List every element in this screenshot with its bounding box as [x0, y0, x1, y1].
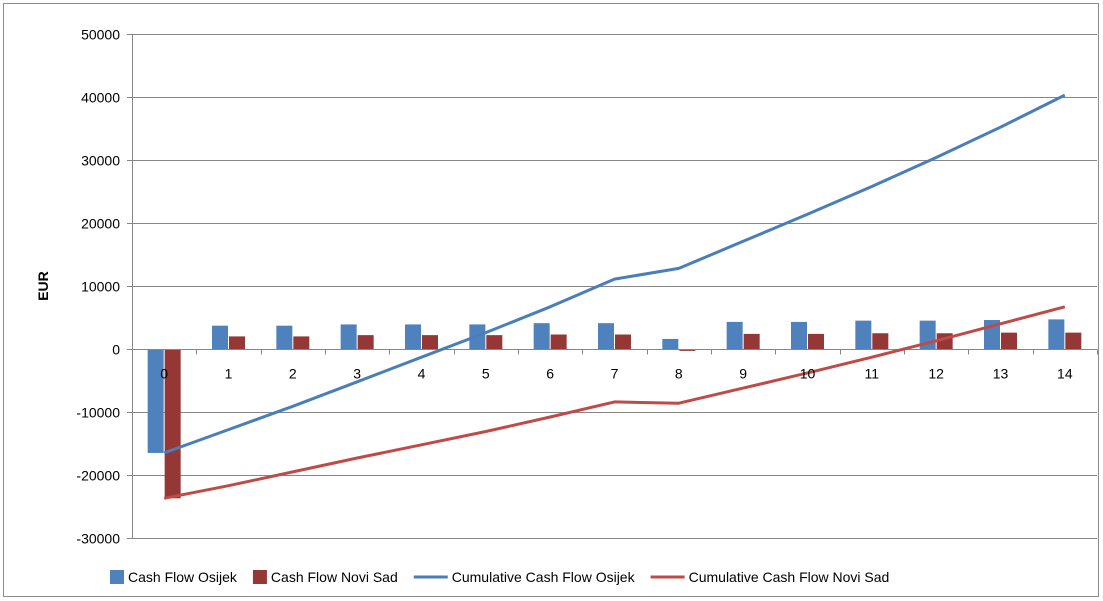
y-tick-label: -30000: [76, 531, 120, 547]
y-tick-label: 20000: [81, 216, 120, 232]
legend-cumulative-osijek-label: Cumulative Cash Flow Osijek: [452, 569, 636, 585]
x-tick-label: 10: [800, 366, 816, 382]
y-axis-title: EUR: [35, 271, 51, 301]
bar-cash-flow-osijek: [791, 321, 807, 349]
bar-cash-flow-osijek: [726, 321, 743, 349]
x-tick-label: 13: [993, 366, 1009, 382]
legend: Cash Flow Osijek Cash Flow Novi Sad Cumula…: [110, 569, 889, 585]
x-tick-label: 8: [675, 366, 683, 382]
y-tick-label: 30000: [81, 153, 120, 169]
axes: [127, 34, 1098, 539]
bar-cash-flow-osijek: [855, 320, 872, 349]
bar-cash-flow-novi-sad: [293, 336, 310, 349]
legend-cash-flow-osijek: Cash Flow Osijek: [110, 569, 238, 585]
bar-cash-flow-novi-sad: [229, 336, 245, 349]
bar-cash-flow-novi-sad: [357, 335, 374, 349]
legend-cash-flow-osijek-swatch: [110, 570, 124, 584]
x-tick-label: 3: [353, 366, 361, 382]
bar-cash-flow-osijek: [405, 324, 421, 349]
bar-cash-flow-osijek: [212, 325, 228, 349]
x-tick-label: 4: [418, 366, 426, 382]
y-tick-label: -20000: [76, 468, 120, 484]
y-tick-label: 40000: [81, 90, 120, 106]
bar-cash-flow-novi-sad: [743, 333, 760, 349]
gridlines: [132, 34, 1097, 539]
bar-cash-flow-novi-sad: [550, 334, 567, 349]
x-tick-label: 0: [160, 366, 168, 382]
tick-labels: 50000 40000 30000 20000 10000 0 -10000 -20000 -3…: [76, 27, 1072, 547]
legend-cash-flow-novi-sad: Cash Flow Novi Sad: [252, 569, 398, 585]
x-tick-label: 11: [865, 366, 880, 382]
legend-cash-flow-novi-sad-label: Cash Flow Novi Sad: [271, 569, 398, 585]
x-tick-label: 7: [611, 366, 619, 382]
bar-cash-flow-osijek: [1048, 319, 1065, 349]
x-tick-label: 1: [225, 366, 233, 382]
bar-cash-flow-osijek: [276, 325, 293, 349]
bar-cash-flow-osijek: [340, 324, 357, 349]
bar-cash-flow-osijek: [533, 323, 550, 349]
cumulative-lines: [163, 93, 1066, 500]
y-tick-label: -10000: [76, 405, 120, 421]
y-tick-label: 0: [112, 342, 120, 358]
legend-cumulative-novi-sad: Cumulative Cash Flow Novi Sad: [650, 569, 890, 585]
bar-cash-flow-osijek: [147, 349, 164, 453]
y-tick-label: 50000: [81, 27, 120, 43]
bar-cash-flow-novi-sad: [872, 333, 889, 349]
bar-cash-flow-novi-sad: [1065, 332, 1082, 349]
chart-frame: [3, 3, 1099, 597]
x-tick-label: 2: [289, 366, 297, 382]
bar-cash-flow-novi-sad: [1001, 332, 1017, 349]
bar-cash-flow-novi-sad: [164, 349, 181, 499]
bar-cash-flow-novi-sad: [615, 334, 631, 349]
x-tick-label: 12: [928, 366, 944, 382]
bar-cash-flow-novi-sad: [808, 333, 824, 349]
legend-cash-flow-novi-sad-swatch: [252, 570, 267, 584]
legend-cumulative-osijek: Cumulative Cash Flow Osijek: [413, 569, 636, 585]
bar-cash-flow-osijek: [598, 323, 614, 349]
bars: [147, 319, 1082, 499]
x-tick-label: 9: [739, 366, 747, 382]
y-tick-label: 10000: [81, 279, 120, 295]
bar-cash-flow-novi-sad: [486, 335, 503, 349]
legend-cash-flow-osijek-label: Cash Flow Osijek: [128, 569, 238, 585]
bar-cash-flow-novi-sad: [422, 335, 438, 349]
x-tick-label: 14: [1057, 366, 1073, 382]
x-tick-label: 5: [482, 366, 490, 382]
x-tick-label: 6: [546, 366, 554, 382]
legend-cumulative-novi-sad-label: Cumulative Cash Flow Novi Sad: [689, 569, 890, 585]
bar-cash-flow-osijek: [662, 338, 679, 349]
line-cumulative-osijek: [163, 93, 1066, 455]
line-cumulative-novi-sad: [163, 305, 1066, 500]
